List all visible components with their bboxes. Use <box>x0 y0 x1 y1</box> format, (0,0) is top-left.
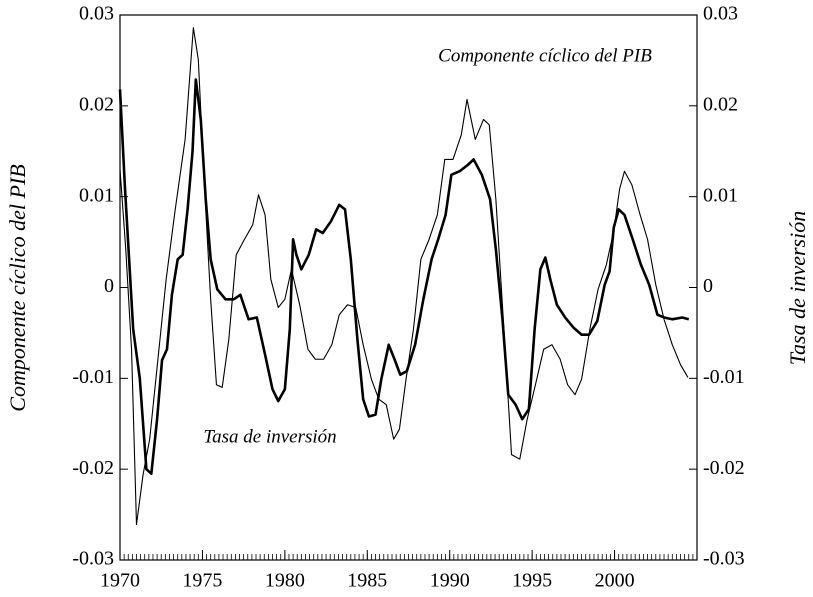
y2-tick-label: 0.02 <box>703 93 738 115</box>
y-axis-label: Componente cíclico del PIB <box>5 164 30 411</box>
plot-frame <box>119 14 698 561</box>
series-line <box>119 27 689 526</box>
y-tick-label: 0.03 <box>79 3 114 25</box>
x-tick-label: 1985 <box>347 570 387 592</box>
y-tick-label: 0.01 <box>79 184 114 206</box>
y-tick-label: 0.02 <box>79 93 114 115</box>
x-tick-label: 1990 <box>430 570 470 592</box>
y-tick-label: -0.02 <box>72 457 114 479</box>
y2-tick-label: -0.03 <box>703 548 745 570</box>
y2-axis-label: Tasa de inversión <box>785 211 810 365</box>
y2-tick-label: 0 <box>703 275 713 297</box>
x-tick-label: 1975 <box>182 570 222 592</box>
series-annotation: Tasa de inversión <box>203 426 336 447</box>
x-tick-label: 1970 <box>100 570 140 592</box>
y2-tick-label: -0.02 <box>703 457 745 479</box>
x-tick-label: 2000 <box>595 570 635 592</box>
y-tick-label: -0.03 <box>72 548 114 570</box>
y2-tick-label: 0.01 <box>703 184 738 206</box>
x-tick-label: 1995 <box>512 570 552 592</box>
y-tick-label: -0.01 <box>72 366 114 388</box>
y2-tick-label: 0.03 <box>703 3 738 25</box>
series-annotation: Componente cíclico del PIB <box>438 45 652 66</box>
y2-tick-label: -0.01 <box>703 366 745 388</box>
x-tick-label: 1980 <box>265 570 305 592</box>
series-line <box>118 78 690 476</box>
y-tick-label: 0 <box>104 275 114 297</box>
